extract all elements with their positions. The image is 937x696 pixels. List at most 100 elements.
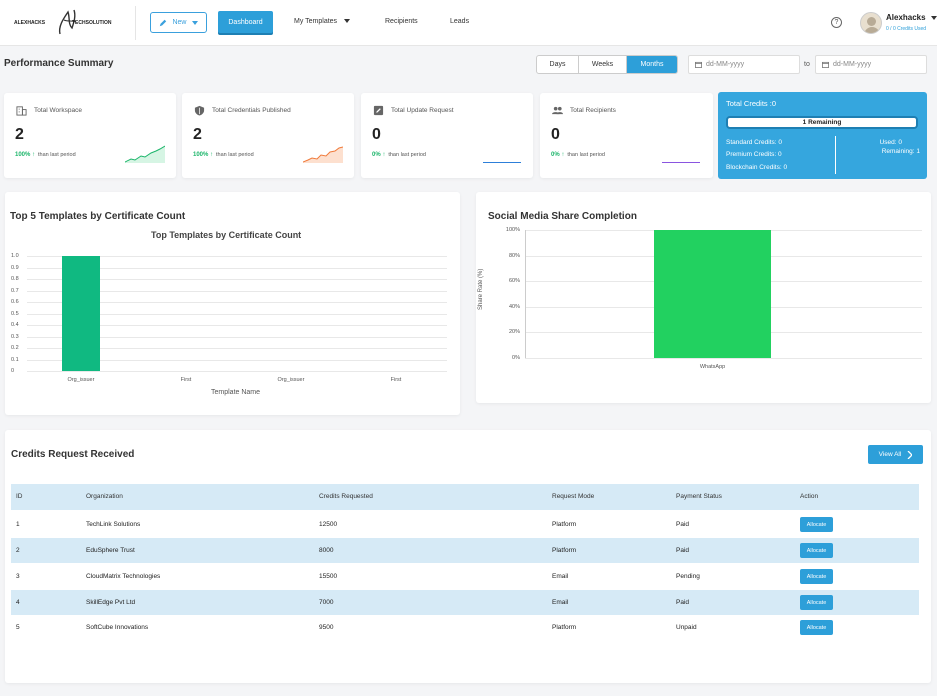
avatar[interactable] [860, 12, 882, 34]
stat-change: 100% ↑ than last period [15, 152, 76, 158]
grid-line [525, 358, 922, 359]
stat-value: 2 [15, 126, 24, 143]
cell-organization: EduSphere Trust [86, 547, 135, 554]
y-tick-label: 0.2 [11, 345, 19, 351]
premium-credits: Premium Credits: 0 [726, 151, 782, 158]
y-tick-label: 0.8 [11, 276, 19, 282]
y-tick-label: 0.7 [11, 287, 19, 294]
nav-recipients[interactable]: Recipients [385, 18, 418, 25]
stat-value: 0 [372, 126, 381, 143]
credits-request-title: Credits Request Received [11, 449, 135, 460]
stat-value: 0 [551, 126, 560, 143]
social-share-card: Social Media Share Completion Share Rate… [476, 192, 931, 403]
y-tick-label: 20% [508, 329, 520, 336]
new-button[interactable]: New [150, 12, 207, 33]
stat-change-pct: 100% [15, 152, 31, 158]
cell-organization: TechLink Solutions [86, 521, 141, 528]
nav-my-templates[interactable]: My Templates [294, 18, 351, 25]
user-name[interactable]: Alexhacks [886, 13, 937, 22]
y-tick-label: 60% [508, 278, 520, 285]
y-tick-label: 1.0 [11, 253, 19, 259]
nav-my-templates-label: My Templates [294, 18, 338, 25]
help-icon[interactable]: ? [831, 17, 842, 28]
y-tick-label: 0 [11, 368, 15, 374]
new-button-label: New [172, 19, 187, 26]
bar-0 [62, 256, 100, 371]
cell-payment-status: Unpaid [676, 624, 697, 631]
chevron-down-icon [930, 16, 937, 20]
stat-change-note: than last period [567, 152, 605, 158]
stat-label: Total Workspace [34, 107, 82, 114]
calendar-icon [822, 61, 829, 68]
user-name-text: Alexhacks [886, 13, 926, 22]
cell-credits-requested: 15500 [319, 573, 338, 580]
grid-line [27, 279, 447, 280]
stat-card-total-credentials: Total Credentials Published 2 100% ↑ than… [182, 93, 354, 178]
cell-request-mode: Email [552, 573, 569, 580]
table-row: 4 SkillEdge Pvt Ltd 7000 Email Paid Allocate [11, 590, 919, 615]
cell-request-mode: Platform [552, 521, 577, 528]
cell-request-mode: Email [552, 599, 569, 606]
cell-payment-status: Pending [676, 573, 700, 580]
col-request-mode: Request Mode [552, 493, 595, 500]
arrow-up-icon: ↑ [210, 152, 214, 158]
view-all-button[interactable]: View All [868, 445, 923, 464]
y-axis-line [525, 230, 526, 358]
cell-id: 5 [16, 624, 20, 631]
chevron-down-icon [191, 20, 198, 25]
stat-card-total-recipients: Total Recipients 0 0% ↑ than last period [540, 93, 713, 178]
allocate-button[interactable]: Allocate [800, 620, 833, 635]
cell-credits-requested: 12500 [319, 521, 338, 528]
arrow-up-icon: ↑ [32, 152, 36, 158]
cell-id: 2 [16, 547, 20, 554]
top-templates-card-title: Top 5 Templates by Certificate Count [10, 211, 186, 222]
cell-id: 4 [16, 599, 20, 606]
grid-line [27, 256, 447, 257]
social-share-title: Social Media Share Completion [488, 211, 637, 222]
table-header: ID Organization Credits Requested Reques… [11, 484, 919, 510]
grid-line [27, 371, 447, 372]
brand-logo[interactable] [10, 8, 130, 38]
stat-label: Total Credentials Published [212, 107, 291, 114]
allocate-button[interactable]: Allocate [800, 569, 833, 584]
chevron-down-icon [344, 19, 351, 23]
allocate-button[interactable]: Allocate [800, 543, 833, 558]
user-credits-used: 0 / 0 Credits Used [886, 26, 927, 32]
stat-change-pct: 0% [372, 152, 381, 158]
stat-value: 2 [193, 126, 202, 143]
y-tick-label: 80% [508, 252, 520, 259]
col-organization: Organization [86, 493, 123, 500]
cell-request-mode: Platform [552, 624, 577, 631]
stat-change-note: than last period [216, 152, 254, 158]
col-credits-requested: Credits Requested [319, 493, 373, 500]
arrow-up-icon: ↑ [382, 152, 386, 158]
stat-change: 100% ↑ than last period [193, 152, 254, 158]
top-header: ALEXHACKS TECHSOLUTION New Dashboard My … [0, 0, 937, 46]
nav-dashboard-button[interactable]: Dashboard [218, 11, 273, 33]
view-all-label: View All [878, 451, 902, 458]
period-days-button[interactable]: Days [537, 56, 579, 73]
col-action: Action [800, 493, 819, 500]
date-to-placeholder: dd-MM-yyyy [833, 61, 872, 68]
period-weeks-button[interactable]: Weeks [579, 56, 627, 73]
date-to-input[interactable]: dd-MM-yyyy [815, 55, 927, 74]
stat-label: Total Recipients [570, 107, 616, 114]
allocate-button[interactable]: Allocate [800, 517, 833, 532]
cell-organization: CloudMatrix Technologies [86, 573, 161, 580]
stat-change-note: than last period [388, 152, 426, 158]
stat-change: 0% ↑ than last period [551, 152, 605, 158]
date-from-input[interactable]: dd-MM-yyyy [688, 55, 800, 74]
x-tick-label: Org_issuer [277, 377, 305, 383]
cell-id: 3 [16, 573, 20, 580]
arrow-up-icon: ↑ [561, 152, 565, 158]
period-months-button[interactable]: Months [627, 56, 677, 73]
credits-remaining-bar: 1 Remaining [726, 116, 918, 129]
grid-line [27, 359, 447, 361]
period-toggle: Days Weeks Months [536, 55, 678, 74]
grid-line [27, 336, 447, 338]
allocate-button[interactable]: Allocate [800, 595, 833, 610]
edit-icon [373, 105, 384, 116]
total-credits-card: Total Credits :0 1 Remaining Standard Cr… [718, 92, 927, 179]
nav-leads[interactable]: Leads [450, 18, 470, 25]
y-tick-label: 0% [512, 355, 520, 361]
